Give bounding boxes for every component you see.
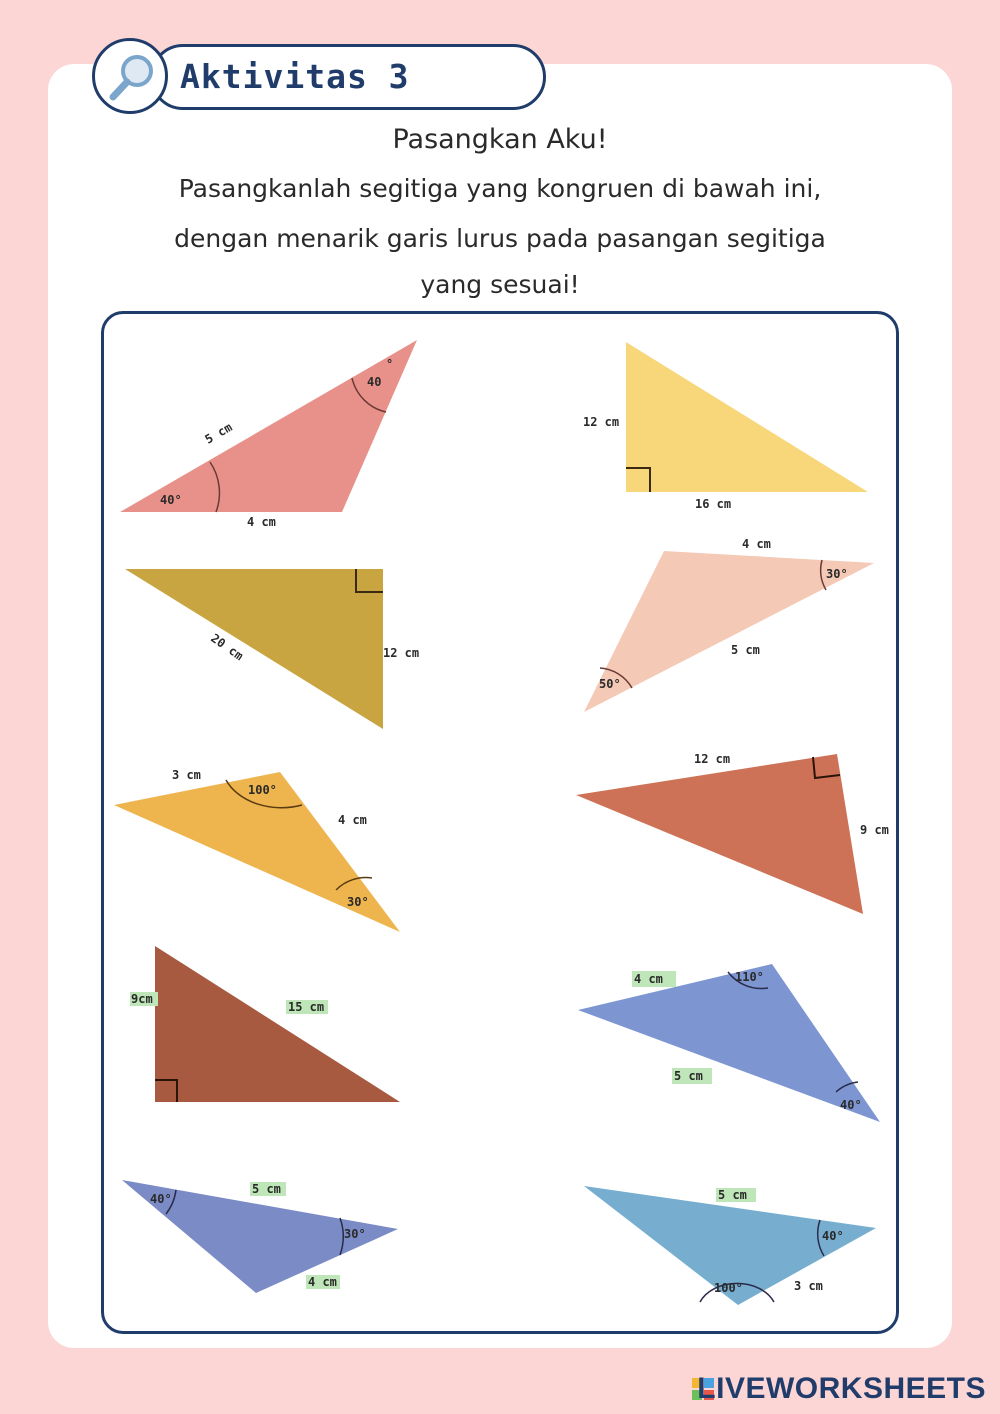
degree-mark: ° [386,357,393,371]
liveworksheets-brand: LIVEWORKSHEETS [697,1372,986,1405]
angle-label: 40° [840,1098,862,1112]
instruction-line-1: Pasangkanlah segitiga yang kongruen di b… [178,174,822,203]
side-label: 4 cm [308,1275,337,1289]
triangle-right-2[interactable]: 4 cm 30° 5 cm 50° [584,537,874,712]
side-label: 15 cm [288,1000,324,1014]
angle-label: 110° [735,970,764,984]
side-label: 12 cm [383,646,419,660]
triangle-right-5[interactable]: 5 cm 40° 100° 3 cm [584,1186,876,1305]
angle-label: 50° [599,677,621,691]
side-label: 4 cm [338,813,367,827]
angle-label: 40° [150,1192,172,1206]
angle-label: 40° [822,1229,844,1243]
side-label: 5 cm [252,1182,281,1196]
activity-subtitle: Pasangkan Aku! [392,124,608,155]
triangle-left-2[interactable]: 20 cm 12 cm [125,569,419,729]
side-label: 5 cm [731,643,760,657]
side-label: 4 cm [634,972,663,986]
angle-label: 100° [714,1281,743,1295]
side-label: 12 cm [583,415,619,429]
side-label: 4 cm [247,515,276,529]
activity-title: Aktivitas 3 [180,57,410,96]
instruction-line-2: dengan menarik garis lurus pada pasangan… [174,224,826,253]
side-label: 3 cm [172,768,201,782]
angle-label: 40° [160,493,182,507]
side-label: 5 cm [203,420,235,447]
triangle-left-3[interactable]: 3 cm 100° 4 cm 30° [114,768,400,932]
angle-label: 30° [826,567,848,581]
triangle-left-1[interactable]: 40° 40 ° 5 cm 4 cm [120,340,417,529]
triangle-right-4[interactable]: 4 cm 110° 5 cm 40° [578,964,880,1122]
triangle-left-5[interactable]: 40° 5 cm 30° 4 cm [122,1180,398,1293]
triangle-left-4[interactable]: 9cm 15 cm [130,946,400,1102]
triangle-right-3[interactable]: 12 cm 9 cm [576,752,889,914]
liveworksheets-logo-icon [692,1378,714,1400]
side-label: 5 cm [674,1069,703,1083]
angle-label: 100° [248,783,277,797]
angle-label: 40 [367,375,381,389]
side-label: 9 cm [860,823,889,837]
side-label: 5 cm [718,1188,747,1202]
magnifier-icon [92,38,168,114]
side-label: 9cm [131,992,153,1006]
triangle-right-1[interactable]: 12 cm 16 cm [583,342,868,511]
side-label: 3 cm [794,1279,823,1293]
side-label: 12 cm [694,752,730,766]
angle-label: 30° [344,1227,366,1241]
angle-label: 30° [347,895,369,909]
side-label: 16 cm [695,497,731,511]
instruction-line-3: yang sesuai! [420,270,580,299]
side-label: 4 cm [742,537,771,551]
worksheet-card [48,64,952,1348]
matching-area[interactable] [101,311,899,1334]
activity-header [150,44,546,110]
